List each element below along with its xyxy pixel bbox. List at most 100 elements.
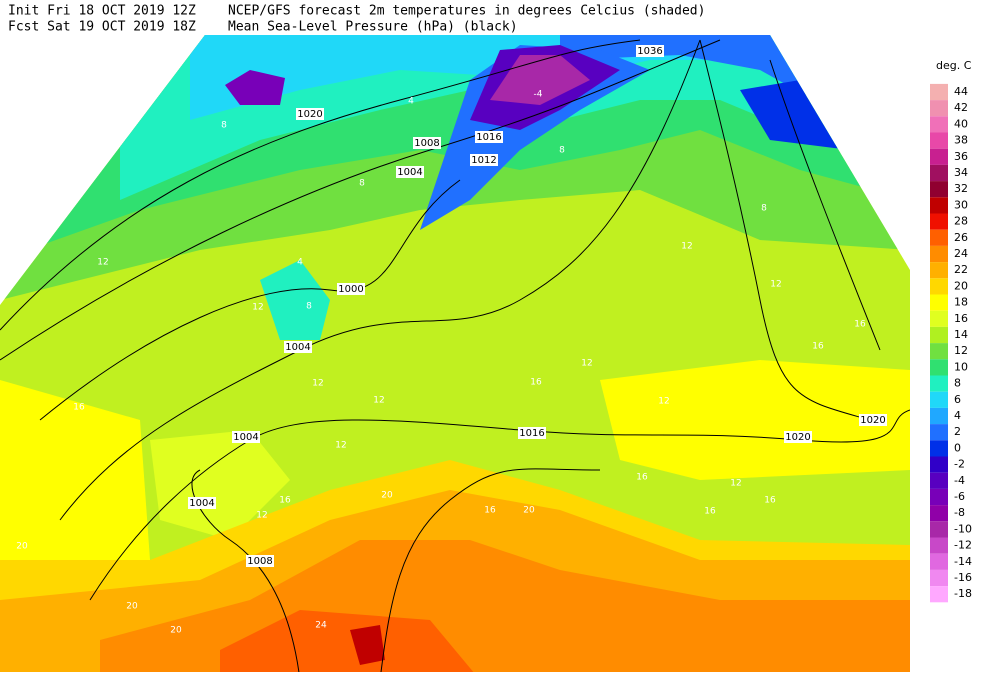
colorbar-label: 36 <box>954 150 968 163</box>
colorbar: 4442403836343230282624222018161412108642… <box>930 83 972 603</box>
isobar-label-box <box>396 166 424 178</box>
colorbar-swatch <box>930 440 948 457</box>
forecast-time: Fcst Sat 19 OCT 2019 18Z <box>8 20 196 35</box>
colorbar-label: -14 <box>954 555 972 568</box>
colorbar-swatch <box>930 83 948 101</box>
isobar-label: 1016 <box>476 132 501 143</box>
colorbar-label: 44 <box>954 85 968 98</box>
colorbar-swatch <box>930 148 948 165</box>
isobar-label-box <box>518 427 546 439</box>
colorbar-label: 42 <box>954 101 968 114</box>
colorbar-swatch <box>930 424 948 441</box>
isobar-label: 1000 <box>338 284 363 295</box>
colorbar-swatch <box>930 326 948 344</box>
colorbar-label: 18 <box>954 296 968 309</box>
colorbar-label: 38 <box>954 134 968 147</box>
colorbar-swatch <box>930 343 948 360</box>
colorbar-label: -8 <box>954 506 965 519</box>
colorbar-swatch <box>930 537 948 554</box>
colorbar-swatch <box>930 294 948 311</box>
isobar-label-box <box>784 431 812 443</box>
temperature-label: 8 <box>559 146 565 156</box>
temperature-label: 16 <box>530 378 542 388</box>
colorbar-swatch <box>930 310 948 327</box>
colorbar-swatch <box>930 197 948 214</box>
colorbar-swatch <box>930 100 948 117</box>
colorbar-label: -2 <box>954 458 965 471</box>
colorbar-label: 24 <box>954 247 968 260</box>
isobar-label: 1004 <box>233 432 258 443</box>
map-title: NCEP/GFS forecast 2m temperatures in deg… <box>228 4 705 19</box>
colorbar-label: 0 <box>954 441 961 454</box>
isobar-label-box <box>188 497 216 509</box>
colorbar-label: -6 <box>954 490 965 503</box>
temperature-label: 12 <box>581 359 592 369</box>
isobars <box>0 39 910 672</box>
isobar-label-box <box>475 131 503 143</box>
isobar-label: 1004 <box>397 167 422 178</box>
isobar-label: 1020 <box>860 415 885 426</box>
isobar-label: 1016 <box>519 428 544 439</box>
temperature-label: 12 <box>770 280 781 290</box>
colorbar-swatch <box>930 213 948 230</box>
map-labels: 1020 1008 1016 1012 1036 1004 1000 1004 1004 1004… <box>16 45 887 636</box>
isobar-label: 1036 <box>637 46 662 57</box>
temperature-label: 12 <box>658 397 669 407</box>
temperature-label: 12 <box>730 479 741 489</box>
temperature-label: 8 <box>306 302 312 312</box>
colorbar-label: 16 <box>954 312 968 325</box>
colorbar-label: -12 <box>954 539 972 552</box>
isobar-label-box <box>296 108 324 120</box>
colorbar-label: 28 <box>954 215 968 228</box>
temperature-label: 12 <box>681 242 692 252</box>
colorbar-swatch <box>930 488 948 506</box>
colorbar-label: -4 <box>954 474 965 487</box>
colorbar-swatch <box>930 245 948 263</box>
temperature-label: 20 <box>126 602 138 612</box>
colorbar-label: 4 <box>954 409 961 422</box>
temperature-label: 16 <box>704 507 716 517</box>
isobar-label: 1020 <box>297 109 322 120</box>
colorbar-unit: deg. C <box>936 59 972 72</box>
colorbar-swatch <box>930 116 948 133</box>
colorbar-swatch <box>930 505 948 522</box>
colorbar-label: 32 <box>954 182 968 195</box>
colorbar-label: 20 <box>954 279 968 292</box>
colorbar-swatch <box>930 569 948 587</box>
map-subtitle: Mean Sea-Level Pressure (hPa) (black) <box>228 20 518 35</box>
temperature-label: 12 <box>312 379 323 389</box>
colorbar-swatch <box>930 521 948 538</box>
colorbar-swatch <box>930 375 948 392</box>
isobar-label-box <box>284 341 312 353</box>
colorbar-label: -18 <box>954 587 972 600</box>
colorbar-swatch <box>930 407 948 425</box>
colorbar-label: 26 <box>954 231 968 244</box>
temperature-label: 20 <box>170 626 182 636</box>
temperature-label: 16 <box>279 496 291 506</box>
colorbar-label: 22 <box>954 263 968 276</box>
isobar-label-box <box>232 431 260 443</box>
isobar-label-box <box>413 137 441 149</box>
temperature-label: 4 <box>408 97 414 107</box>
temperature-label: 16 <box>764 496 776 506</box>
temperature-label: 12 <box>335 441 346 451</box>
temperature-label: 8 <box>359 179 365 189</box>
isobar-label: 1008 <box>414 138 439 149</box>
temperature-label: 16 <box>484 506 496 516</box>
temperature-label: 8 <box>761 204 767 214</box>
isobar-label-box <box>337 283 365 295</box>
colorbar-label: 30 <box>954 198 968 211</box>
temperature-label: 4 <box>297 258 303 268</box>
isobar-label-box <box>246 555 274 567</box>
temperature-label: 16 <box>812 342 824 352</box>
isobar-label: 1008 <box>247 556 272 567</box>
colorbar-swatch <box>930 132 948 149</box>
temperature-label: -4 <box>534 90 543 100</box>
colorbar-swatch <box>930 164 948 182</box>
isobar-label: 1012 <box>471 155 496 166</box>
colorbar-swatch <box>930 456 948 473</box>
temperature-label: 24 <box>315 621 327 631</box>
